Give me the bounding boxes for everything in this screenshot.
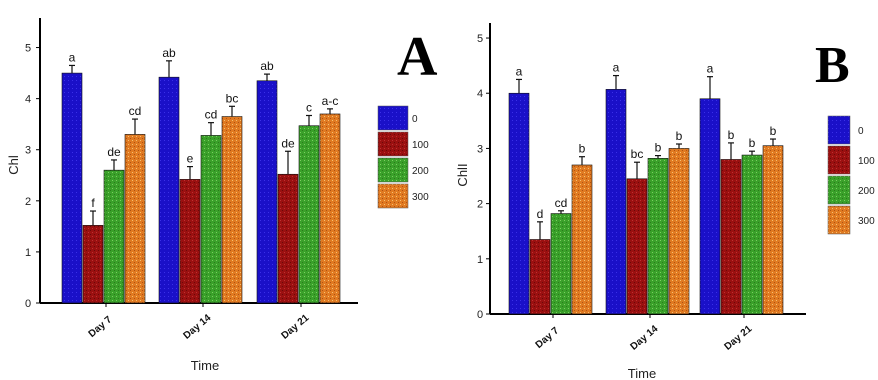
significance-letter: cd: [129, 104, 142, 118]
legend-entry: 300: [858, 216, 875, 227]
significance-letter: b: [676, 129, 683, 143]
bar-a-1-0: [158, 76, 180, 304]
y-tick-label: 5: [477, 33, 483, 45]
legend-swatch: [827, 115, 851, 145]
significance-letter: a: [707, 62, 714, 76]
y-tick-label: 2: [477, 199, 483, 211]
y-tick-label: 5: [25, 43, 31, 55]
bar-a-0-1: [82, 225, 104, 304]
legend-entry: 0: [412, 114, 418, 125]
legend-entry: 200: [412, 166, 429, 177]
x-axis-label: Time: [191, 358, 219, 373]
significance-letter: bc: [631, 147, 644, 161]
x-tick-label: Day 21: [723, 323, 755, 352]
significance-letter: de: [107, 145, 121, 159]
significance-letter: de: [281, 136, 295, 150]
significance-letter: b: [655, 141, 662, 155]
bar-a-1-3: [221, 116, 243, 304]
x-tick-label: Day 21: [280, 312, 312, 341]
legend-swatch: [827, 145, 851, 175]
legend-entry: 200: [858, 186, 875, 197]
significance-letter: e: [187, 152, 194, 166]
y-tick-label: 1: [477, 254, 483, 266]
legend-swatch: [827, 205, 851, 235]
significance-letter: a: [516, 64, 523, 78]
x-axis-label: Time: [628, 366, 656, 380]
y-tick-label: 1: [25, 247, 31, 259]
bar-b-1-0: [605, 89, 627, 315]
bar-b-1-1: [626, 178, 648, 315]
y-tick-label: 0: [477, 309, 483, 321]
significance-letter: cd: [205, 108, 218, 122]
bar-a-0-2: [103, 169, 125, 304]
panel-label: B: [815, 37, 850, 94]
bar-a-2-1: [277, 173, 299, 304]
bar-b-2-0: [699, 98, 721, 315]
legend-swatch: [377, 105, 409, 131]
bar-a-1-2: [200, 135, 222, 304]
legend-entry: 100: [412, 140, 429, 151]
bar-a-0-3: [124, 134, 146, 304]
significance-letter: cd: [555, 196, 568, 210]
bar-b-1-3: [668, 148, 690, 315]
bar-b-2-1: [720, 159, 742, 315]
significance-letter: ab: [162, 46, 176, 60]
significance-letter: b: [749, 136, 756, 150]
x-tick-label: Day 14: [182, 312, 214, 341]
significance-letter: bc: [226, 91, 239, 105]
bar-b-0-2: [550, 213, 572, 315]
y-tick-label: 4: [25, 94, 31, 106]
legend-swatch: [827, 175, 851, 205]
bar-b-2-2: [741, 154, 763, 315]
significance-letter: a-c: [322, 94, 339, 108]
legend-entry: 300: [412, 192, 429, 203]
legend-entry: 0: [858, 126, 864, 137]
bar-a-0-0: [61, 72, 83, 304]
y-axis-label: Chl: [6, 155, 21, 175]
significance-letter: b: [728, 128, 735, 142]
bar-a-2-2: [298, 125, 320, 304]
panel-label: A: [397, 26, 438, 88]
bar-b-0-0: [508, 92, 530, 315]
significance-letter: ab: [260, 59, 274, 73]
y-tick-label: 4: [477, 88, 483, 100]
bar-b-0-3: [571, 164, 593, 315]
y-axis-label: ChlI: [455, 163, 470, 186]
y-tick-label: 2: [25, 196, 31, 208]
significance-letter: b: [579, 142, 586, 156]
significance-letter: f: [91, 196, 95, 210]
legend-swatch: [377, 157, 409, 183]
significance-letter: b: [770, 124, 777, 138]
bar-a-2-0: [256, 80, 278, 304]
y-tick-label: 3: [25, 145, 31, 157]
y-tick-label: 0: [25, 298, 31, 310]
significance-letter: d: [537, 207, 544, 221]
x-tick-label: Day 7: [87, 314, 115, 340]
bar-b-1-2: [647, 158, 669, 315]
legend-swatch: [377, 131, 409, 157]
legend-swatch: [377, 183, 409, 209]
significance-letter: c: [306, 100, 312, 114]
x-tick-label: Day 14: [629, 323, 661, 352]
bar-b-2-3: [762, 145, 784, 315]
bar-b-0-1: [529, 239, 551, 315]
legend-entry: 100: [858, 156, 875, 167]
significance-letter: a: [69, 50, 76, 64]
bar-a-2-3: [319, 113, 341, 304]
y-tick-label: 3: [477, 143, 483, 155]
significance-letter: a: [613, 61, 620, 75]
bar-a-1-1: [179, 179, 201, 304]
x-tick-label: Day 7: [534, 325, 562, 351]
